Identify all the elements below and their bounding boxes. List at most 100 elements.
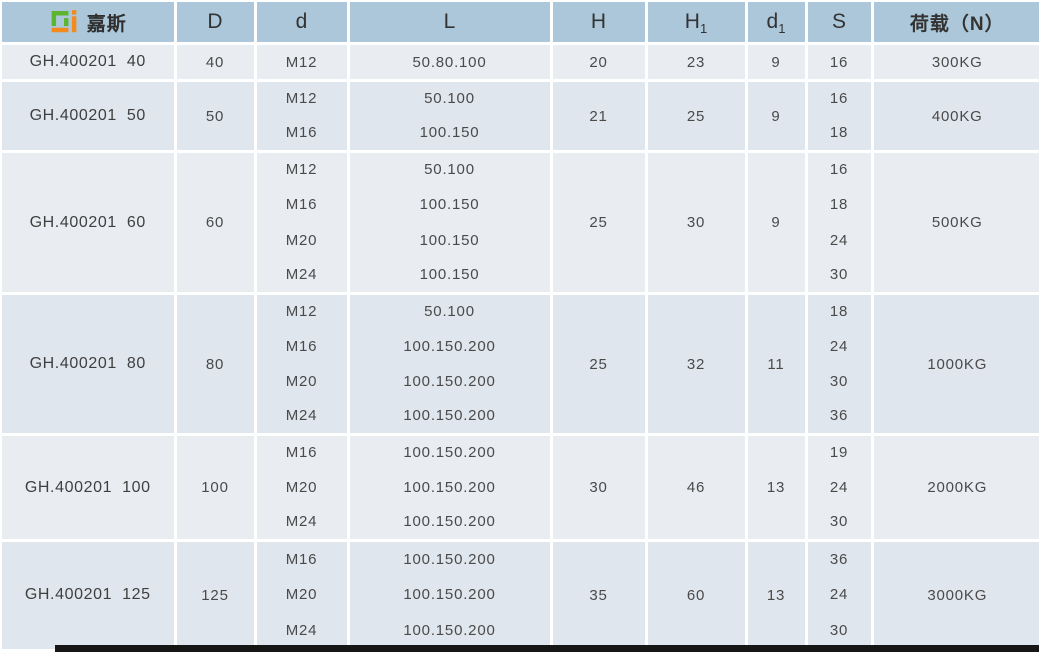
height-cell: 21: [549, 79, 646, 152]
header-row: 嘉斯 D d L H H1 d1 S 荷载（N）: [2, 2, 1039, 44]
table-row: GH.400201 80 80 M12 50.100 25 32 11 18 1…: [2, 292, 1039, 435]
length-options-cell: 100.150: [346, 186, 551, 223]
wrench-size-cell: 30: [804, 363, 872, 399]
table-sub-row: M24 100.150.200 30: [2, 504, 1039, 541]
wrench-size-cell: 30: [804, 612, 872, 649]
length-options-cell: 50.100: [346, 292, 551, 329]
wrench-size-cell: 24: [804, 222, 872, 258]
load-cell: 3000KG: [870, 539, 1039, 649]
col-header-load: 荷载（N）: [870, 2, 1039, 44]
table-sub-row: M20 100.150 24: [2, 222, 1039, 258]
d1-cell: 9: [744, 150, 806, 294]
table-sub-row: M20 100.150.200 30: [2, 363, 1039, 399]
outer-diameter-cell: 80: [173, 292, 255, 435]
load-cell: 2000KG: [870, 433, 1039, 541]
height-cell: 25: [549, 292, 646, 435]
model-cell: GH.400201 40: [2, 42, 175, 81]
length-options-cell: 100.150.200: [346, 504, 551, 541]
thread-size-cell: M20: [253, 469, 348, 505]
table-row: GH.400201 60 60 M12 50.100 25 30 9 16 50…: [2, 150, 1039, 294]
col-header-D: D: [173, 2, 255, 44]
h1-cell: 23: [644, 42, 746, 81]
table-row: GH.400201 125 125 M16 100.150.200 35 60 …: [2, 539, 1039, 649]
wrench-size-cell: 24: [804, 328, 872, 364]
d1-cell: 13: [744, 539, 806, 649]
length-options-cell: 100.150.200: [346, 433, 551, 470]
wrench-size-cell: 36: [804, 539, 872, 577]
wrench-size-cell: 36: [804, 398, 872, 435]
length-options-cell: 100.150.200: [346, 363, 551, 399]
bottom-rule: [55, 645, 1039, 652]
model-cell: GH.400201 125: [2, 539, 175, 649]
col-header-d1: d1: [744, 2, 806, 44]
height-cell: 35: [549, 539, 646, 649]
thread-size-cell: M20: [253, 576, 348, 613]
table-sub-row: M16 100.150 18: [2, 115, 1039, 152]
wrench-size-cell: 24: [804, 576, 872, 613]
thread-size-cell: M12: [253, 150, 348, 187]
thread-size-cell: M16: [253, 115, 348, 152]
h1-cell: 30: [644, 150, 746, 294]
wrench-size-cell: 24: [804, 469, 872, 505]
outer-diameter-cell: 50: [173, 79, 255, 152]
wrench-size-cell: 18: [804, 115, 872, 152]
length-options-cell: 100.150.200: [346, 398, 551, 435]
wrench-size-cell: 18: [804, 186, 872, 223]
table-sub-row: M16 100.150.200 24: [2, 328, 1039, 364]
wrench-size-cell: 30: [804, 257, 872, 294]
table-sub-row: M16 100.150 18: [2, 186, 1039, 223]
thread-size-cell: M24: [253, 257, 348, 294]
outer-diameter-cell: 125: [173, 539, 255, 649]
length-options-cell: 50.100: [346, 79, 551, 116]
thread-size-cell: M12: [253, 79, 348, 116]
wrench-size-cell: 18: [804, 292, 872, 329]
length-options-cell: 100.150.200: [346, 328, 551, 364]
outer-diameter-cell: 60: [173, 150, 255, 294]
table-row: GH.400201 40 40 M12 50.80.100 20 23 9 16…: [2, 42, 1039, 81]
length-options-cell: 100.150: [346, 115, 551, 152]
length-options-cell: 100.150.200: [346, 539, 551, 577]
load-cell: 300KG: [870, 42, 1039, 81]
table-sub-row: M20 100.150.200 24: [2, 576, 1039, 613]
brand-logo-icon: [51, 9, 77, 32]
h1-cell: 60: [644, 539, 746, 649]
wrench-size-cell: 16: [804, 150, 872, 187]
length-options-cell: 50.100: [346, 150, 551, 187]
brand-header-cell: 嘉斯: [2, 2, 175, 44]
d1-cell: 13: [744, 433, 806, 541]
height-cell: 25: [549, 150, 646, 294]
brand-name: 嘉斯: [86, 13, 127, 35]
col-header-H: H: [549, 2, 646, 44]
wrench-size-cell: 16: [804, 79, 872, 116]
length-options-cell: 100.150.200: [346, 576, 551, 613]
col-header-S: S: [804, 2, 872, 44]
table-row: GH.400201 50 50 M12 50.100 21 25 9 16 40…: [2, 79, 1039, 152]
d1-cell: 9: [744, 42, 806, 81]
h1-cell: 25: [644, 79, 746, 152]
thread-size-cell: M16: [253, 433, 348, 470]
load-cell: 500KG: [870, 150, 1039, 294]
model-cell: GH.400201 50: [2, 79, 175, 152]
height-cell: 30: [549, 433, 646, 541]
load-cell: 1000KG: [870, 292, 1039, 435]
length-options-cell: 100.150: [346, 222, 551, 258]
thread-size-cell: M16: [253, 539, 348, 577]
col-header-L: L: [346, 2, 551, 44]
table-row: GH.400201 100 100 M16 100.150.200 30 46 …: [2, 433, 1039, 541]
length-options-cell: 100.150.200: [346, 612, 551, 649]
thread-size-cell: M12: [253, 42, 348, 81]
thread-size-cell: M24: [253, 398, 348, 435]
model-cell: GH.400201 60: [2, 150, 175, 294]
wrench-size-cell: 16: [804, 42, 872, 81]
thread-size-cell: M24: [253, 504, 348, 541]
h1-cell: 46: [644, 433, 746, 541]
length-options-cell: 100.150: [346, 257, 551, 294]
d1-cell: 9: [744, 79, 806, 152]
col-header-H1: H1: [644, 2, 746, 44]
wrench-size-cell: 30: [804, 504, 872, 541]
thread-size-cell: M20: [253, 363, 348, 399]
thread-size-cell: M12: [253, 292, 348, 329]
outer-diameter-cell: 100: [173, 433, 255, 541]
d1-cell: 11: [744, 292, 806, 435]
